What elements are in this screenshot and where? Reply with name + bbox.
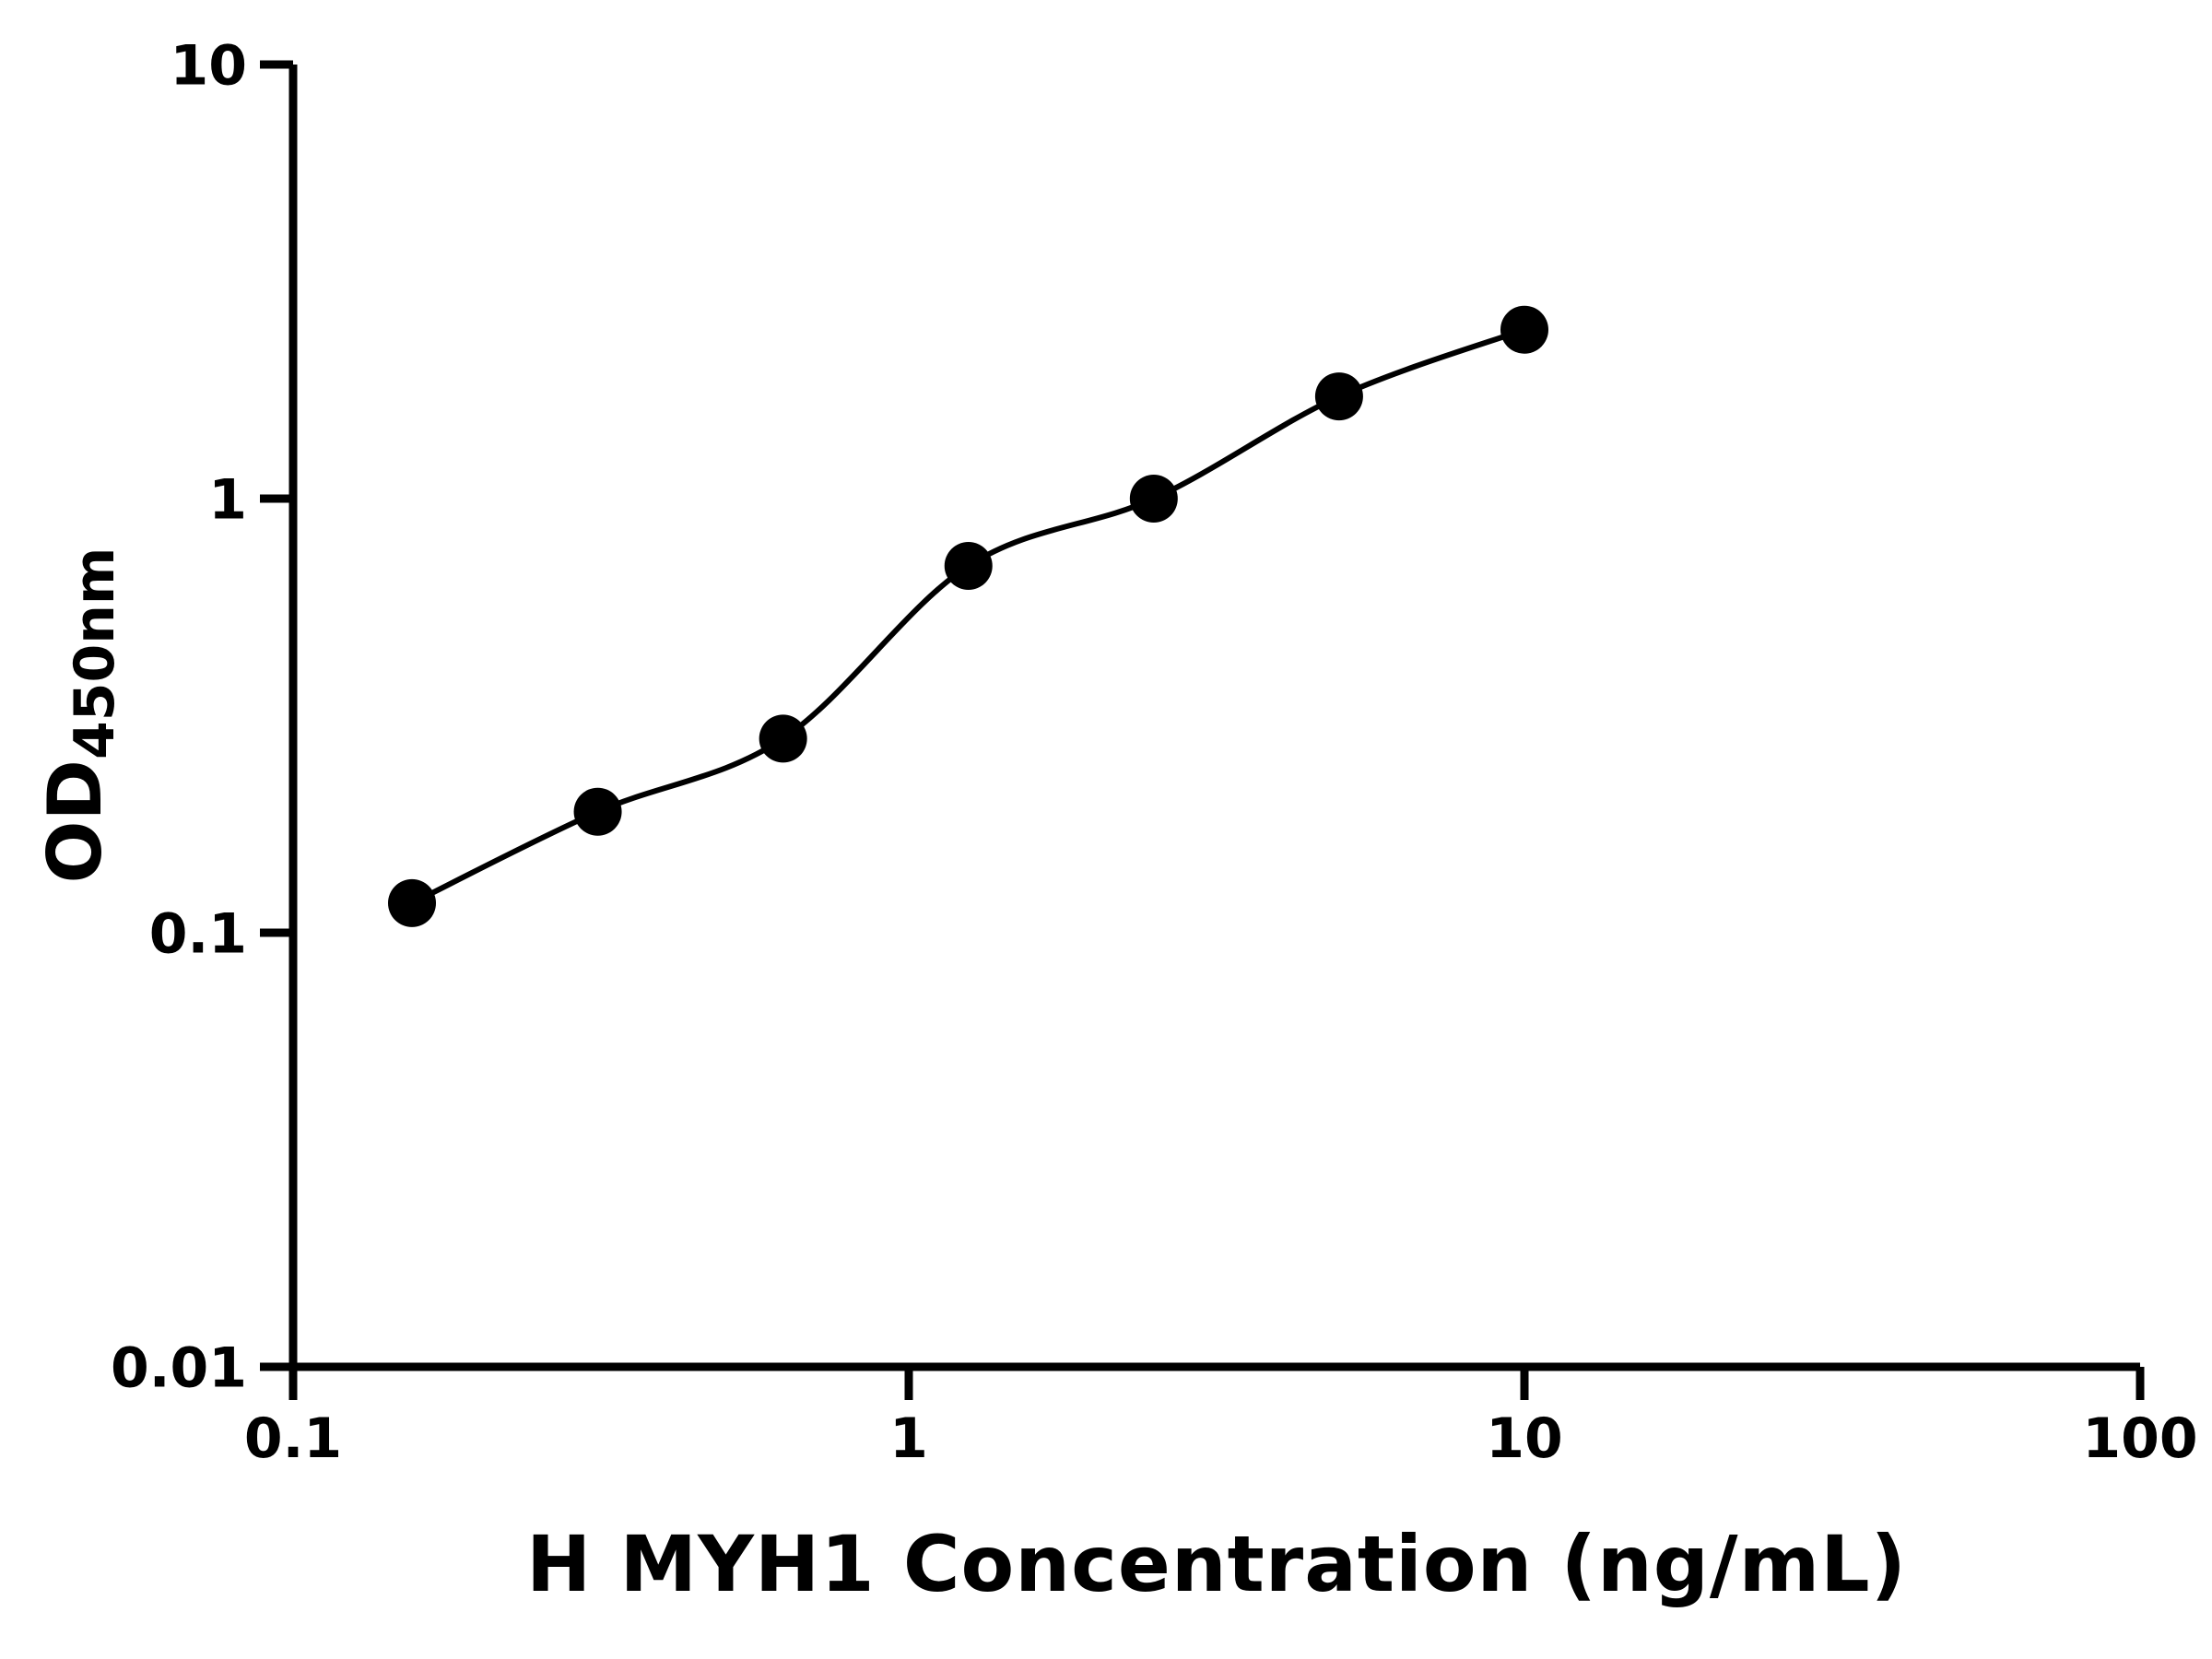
data-point [388, 878, 437, 927]
y-axis-title: OD450nm [32, 547, 127, 884]
y-axis-title-main: OD [32, 759, 118, 884]
y-tick-label: 1 [208, 468, 247, 533]
data-point [1129, 475, 1178, 523]
y-axis-title-subscript: 450nm [63, 547, 127, 760]
x-tick-label: 100 [2082, 1406, 2197, 1471]
x-tick-label: 10 [1486, 1406, 1563, 1471]
axis-spines [288, 65, 2140, 1371]
data-point [1500, 305, 1548, 354]
x-tick-label: 0.1 [244, 1406, 342, 1471]
y-tick-label: 0.01 [111, 1336, 247, 1401]
x-axis-title: H MYH1 Concentration (ng/mL) [525, 1519, 1908, 1609]
y-tick-label: 10 [171, 34, 248, 99]
data-point [573, 787, 622, 836]
y-tick-label: 0.1 [149, 902, 247, 967]
x-tick-label: 1 [889, 1406, 928, 1471]
data-point [1314, 372, 1363, 421]
data-point [759, 714, 807, 763]
data-point [944, 541, 993, 590]
